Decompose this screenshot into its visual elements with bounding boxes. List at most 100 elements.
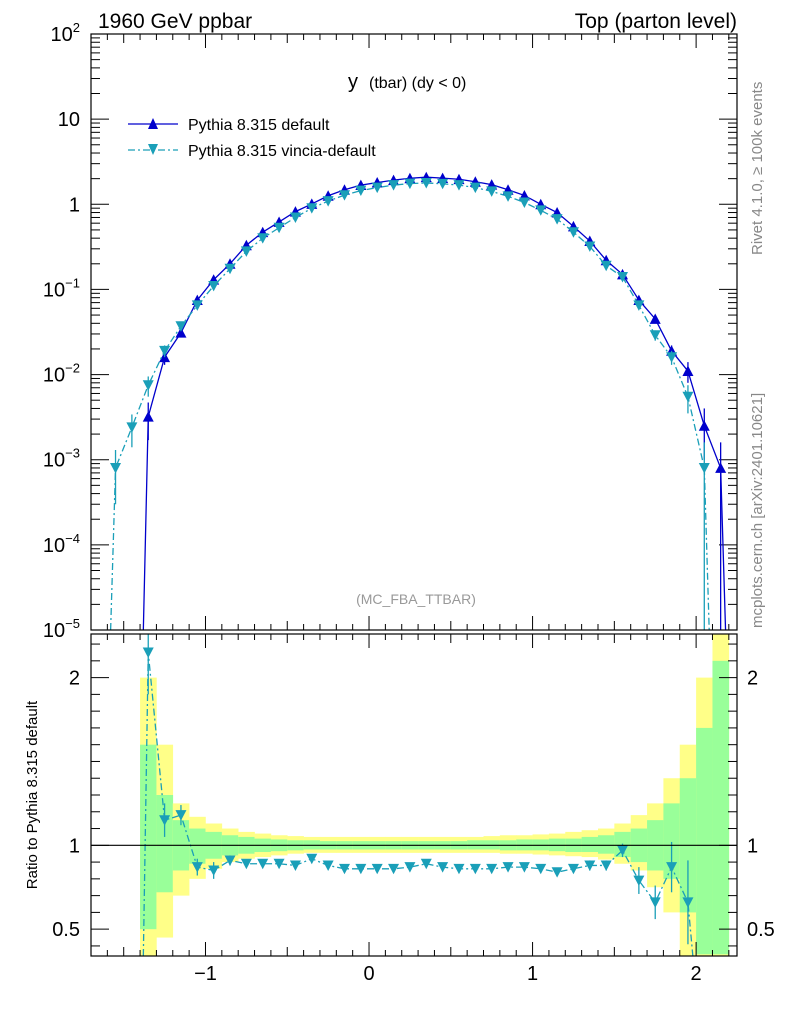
main-vincia-point — [208, 280, 220, 292]
x-tick-label: 1 — [527, 963, 538, 985]
main-y-tick-label: 1 — [69, 194, 80, 216]
legend-default-label: Pythia 8.315 default — [188, 117, 330, 134]
ratio-vincia-point — [175, 810, 187, 821]
main-vincia-point — [600, 260, 612, 272]
main-vincia-point — [617, 272, 629, 283]
legend-vincia-label: Pythia 8.315 vincia-default — [188, 143, 376, 160]
main-vincia-point — [584, 241, 596, 252]
x-tick-label: −1 — [194, 963, 217, 985]
main-vincia-point — [175, 321, 187, 332]
main-vincia-point — [682, 391, 694, 403]
legend: Pythia 8.315 default Pythia 8.315 vincia… — [128, 117, 376, 160]
main-vincia-point — [437, 178, 449, 190]
ratio-vincia-point — [322, 860, 334, 871]
ratio-vincia-point — [289, 860, 301, 871]
ratio-frame — [90, 633, 738, 957]
mcplots-label: mcplots.cern.ch [arXiv:2401.10621] — [749, 393, 766, 628]
ratio-y-tick-label-right: 1 — [747, 835, 758, 857]
plot-title-subtitle: (tbar) (dy < 0) — [369, 75, 466, 92]
main-y-tick-labels: 102 10 1 10−1 10−2 10−3 10−4 10−5 — [43, 20, 80, 642]
ratio-vincia-point — [486, 863, 498, 875]
main-vincia-point — [551, 214, 563, 225]
ratio-vincia-point — [666, 862, 678, 873]
main-y-tick-label: 10 — [58, 109, 80, 131]
ratio-vincia-point — [633, 875, 645, 887]
ratio-vincia-point — [404, 862, 416, 873]
ratio-green-band-bin — [663, 803, 681, 879]
main-vincia-point — [191, 300, 203, 311]
main-y-tick-label: 10−2 — [43, 361, 80, 387]
ratio-vincia-point — [388, 863, 400, 875]
main-vincia-point — [649, 330, 661, 341]
main-vincia-point — [142, 380, 154, 391]
main-default-point — [142, 411, 154, 422]
ratio-uncertainty-bands — [140, 634, 730, 956]
ratio-vincia-point — [306, 853, 318, 865]
ratio-green-band-bin — [696, 727, 713, 955]
ratio-vincia-point — [224, 855, 236, 866]
ratio-y-tick-label: 0.5 — [52, 919, 80, 941]
legend-default-marker — [148, 118, 158, 129]
ratio-vincia-point — [617, 845, 629, 856]
ratio-vincia-point — [420, 858, 432, 870]
main-vincia-point — [273, 222, 285, 234]
ratio-y-tick-label: 2 — [69, 668, 80, 690]
ratio-vincia-point — [371, 863, 383, 875]
ratio-green-band-bin — [597, 835, 615, 854]
main-vincia-point — [289, 212, 301, 223]
main-vincia-point — [322, 196, 334, 207]
main-vincia-point — [633, 300, 645, 311]
main-vincia-point — [306, 203, 318, 214]
ratio-y-tick-labels: 0.5 0.5 1 1 2 2 — [52, 668, 775, 942]
main-default-point — [649, 313, 661, 324]
ratio-y-axis-label: Ratio to Pythia 8.315 default — [24, 700, 41, 889]
x-tick-label: 0 — [363, 963, 374, 985]
main-vincia-point — [567, 227, 579, 238]
main-vincia-point — [159, 345, 171, 357]
main-y-tick-label: 10−5 — [43, 616, 80, 642]
main-panel: 102 10 1 10−1 10−2 10−3 10−4 10−5 y (tbar) (dy … — [43, 20, 738, 642]
main-vincia-point — [698, 463, 710, 474]
ratio-vincia-point — [437, 862, 449, 873]
ratio-vincia-point — [584, 860, 596, 871]
ratio-green-band-bin — [712, 660, 730, 955]
x-tick-labels: −1 0 1 2 — [194, 963, 702, 985]
analysis-label: (MC_FBA_TTBAR) — [356, 591, 476, 607]
ratio-vincia-point — [535, 863, 547, 875]
main-vincia-point — [388, 180, 400, 191]
ratio-green-band-bin — [581, 836, 599, 853]
main-vincia-point — [469, 182, 481, 194]
main-vincia-point — [404, 178, 416, 190]
ratio-vincia-point — [682, 897, 694, 908]
ratio-vincia-point — [469, 863, 481, 875]
ratio-vincia-point — [649, 897, 661, 908]
ratio-y-tick-label: 1 — [69, 835, 80, 857]
main-vincia-point — [110, 463, 122, 474]
main-vincia-point — [355, 185, 367, 197]
ratio-y-tick-label-right: 0.5 — [747, 919, 775, 941]
main-vincia-point — [502, 191, 514, 202]
main-y-tick-label: 10−3 — [43, 446, 80, 472]
main-default-point — [715, 462, 727, 473]
ratio-vincia-point — [502, 862, 514, 873]
ratio-vincia-point — [355, 863, 367, 875]
ratio-vincia-point — [518, 862, 530, 873]
main-vincia-point — [371, 182, 383, 194]
header-right-label: Top (parton level) — [575, 10, 737, 33]
header-left-label: 1960 GeV ppbar — [98, 10, 252, 33]
main-vincia-line — [109, 182, 710, 631]
ratio-y-tick-label-right: 2 — [747, 668, 758, 690]
ratio-vincia-point — [567, 863, 579, 875]
main-default-point — [698, 420, 710, 431]
ratio-vincia-point — [453, 863, 465, 875]
main-vincia-point — [535, 205, 547, 216]
main-vincia-point — [240, 246, 252, 257]
main-default-point — [175, 327, 187, 338]
ratio-green-band-bin — [189, 828, 206, 864]
main-frame — [90, 33, 738, 631]
main-vincia-point — [224, 263, 236, 275]
ratio-vincia-point — [600, 860, 612, 871]
main-default-point — [682, 365, 694, 376]
main-vincia-point — [486, 186, 498, 197]
